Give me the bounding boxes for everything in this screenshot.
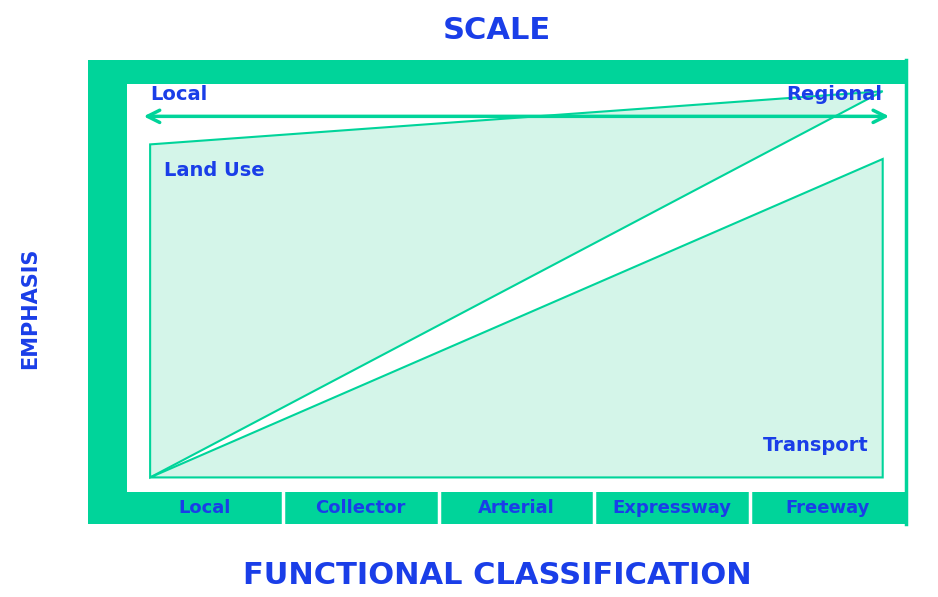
- Text: EMPHASIS: EMPHASIS: [21, 247, 40, 369]
- Text: Freeway: Freeway: [786, 499, 870, 517]
- Text: SCALE: SCALE: [443, 16, 551, 45]
- Bar: [88, 60, 127, 524]
- Text: Local: Local: [178, 499, 231, 517]
- Bar: [127, 84, 906, 492]
- Text: Transport: Transport: [763, 436, 869, 455]
- Text: Regional: Regional: [787, 85, 883, 104]
- Bar: [88, 60, 906, 84]
- Text: Local: Local: [150, 85, 207, 104]
- Text: Expressway: Expressway: [613, 499, 732, 517]
- Text: Arterial: Arterial: [478, 499, 554, 517]
- Text: Collector: Collector: [315, 499, 406, 517]
- Text: FUNCTIONAL CLASSIFICATION: FUNCTIONAL CLASSIFICATION: [243, 561, 751, 590]
- Bar: [88, 492, 906, 524]
- Polygon shape: [150, 159, 883, 478]
- Polygon shape: [150, 91, 883, 478]
- Text: Land Use: Land Use: [164, 161, 265, 180]
